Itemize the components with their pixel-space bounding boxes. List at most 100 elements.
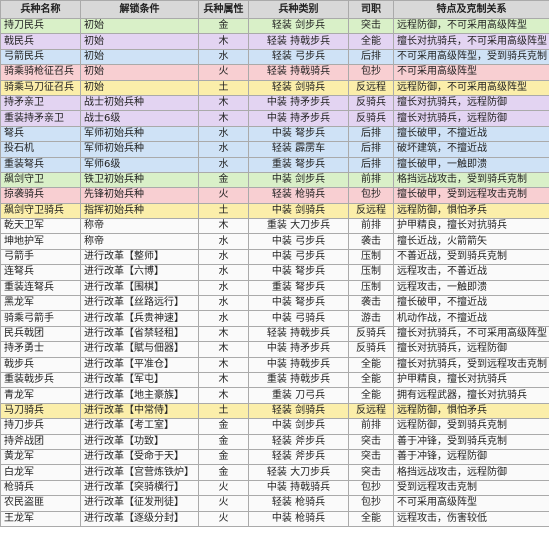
table-cell: 重装 持戟步兵 <box>248 371 349 389</box>
table-cell: 称帝 <box>80 233 199 250</box>
table-cell: 木 <box>198 371 249 389</box>
table-cell: 进行改革【围棋】 <box>80 279 199 297</box>
table-cell: 擅长对抗骑兵，不可采用高级阵型 <box>393 325 549 343</box>
table-cell: 反骑兵 <box>348 110 394 127</box>
table-row: 农民盗匪 进行改革【征发刑徒】火轻装 枪骑兵 包抄 不可采用高级阵型 <box>0 495 549 512</box>
table-cell: 远程防御，惧怕矛兵 <box>393 402 549 420</box>
table-cell: 突击 <box>348 448 394 466</box>
table-cell: 全能 <box>348 387 394 404</box>
table-cell: 进行改革【中常侍】 <box>80 402 199 420</box>
table-cell: 中装 剑步兵 <box>248 171 349 189</box>
table-row: 马刀骑兵 进行改革【中常侍】土轻装 剑骑兵 反远程 远程防御，惧怕矛兵 <box>0 402 549 420</box>
table-cell: 铁卫初始兵种 <box>80 171 199 189</box>
table-cell: 土 <box>198 202 249 220</box>
table-cell: 包抄 <box>348 64 394 81</box>
header-cell: 兵种属性 <box>198 0 249 19</box>
table-cell: 金 <box>198 448 249 466</box>
table-cell: 进行改革【六博】 <box>80 264 199 281</box>
table-cell: 枪骑兵 <box>0 479 81 497</box>
table-cell: 农民盗匪 <box>0 495 81 512</box>
table-cell: 火 <box>198 187 249 204</box>
table-cell: 重装弩兵 <box>0 156 81 173</box>
table-cell: 进行改革【逐级分封】 <box>80 510 199 527</box>
table-cell: 飙剑守卫 <box>0 171 81 189</box>
table-cell: 持斧战团 <box>0 433 81 450</box>
table-cell: 中装 持矛步兵 <box>248 341 349 358</box>
table-cell: 进行改革【考工室】 <box>80 418 199 435</box>
table-cell: 中装 枪骑兵 <box>248 510 349 527</box>
table-cell: 全能 <box>348 356 394 373</box>
table-cell: 水 <box>198 141 249 158</box>
table-row: 持斧战团 进行改革【功致】金轻装 斧步兵 突击 善于冲锋，受到骑兵克制 <box>0 433 549 450</box>
table-cell: 中装 持戟骑兵 <box>248 479 349 497</box>
table-cell: 反骑兵 <box>348 341 394 358</box>
table-cell: 后排 <box>348 156 394 173</box>
table-cell: 水 <box>198 310 249 327</box>
table-cell: 投石机 <box>0 141 81 158</box>
table-cell: 中装 弓步兵 <box>248 233 349 250</box>
table-cell: 戟步兵 <box>0 356 81 373</box>
table-cell: 进行改革【地主豪族】 <box>80 387 199 404</box>
table-cell: 初始 <box>80 48 199 66</box>
table-cell: 重装持矛亲卫 <box>0 110 81 127</box>
table-cell: 木 <box>198 110 249 127</box>
table-cell: 进行改革【丝路远行】 <box>80 295 199 312</box>
table-cell: 进行改革【賦与佃器】 <box>80 341 199 358</box>
table-cell: 进行改革【宫营炼铁炉】 <box>80 464 199 481</box>
table-cell: 进行改革【征发刑徒】 <box>80 495 199 512</box>
table-cell: 进行改革【军屯】 <box>80 371 199 389</box>
table-cell: 包抄 <box>348 479 394 497</box>
table-cell: 擅长对抗骑兵，远程防御 <box>393 110 549 127</box>
table-cell: 木 <box>198 341 249 358</box>
table-cell: 王龙军 <box>0 510 81 527</box>
table-row: 民兵戟团 进行改革【省禁轻租】木轻装 持戟步兵 反骑兵 擅长对抗骑兵，不可采用高级阵型 <box>0 325 549 343</box>
table-cell: 不可采用高级阵型，受到骑兵克制 <box>393 48 549 66</box>
table-cell: 火 <box>198 495 249 512</box>
table-cell: 轻装 大刀步兵 <box>248 464 349 481</box>
table-cell: 擅长破甲，不擅近战 <box>393 295 549 312</box>
table-cell: 进行改革【平准仓】 <box>80 356 199 373</box>
table-row: 戟步兵 进行改革【平准仓】木中装 持戟步兵 全能 擅长对抗骑兵，受到远程攻击克制 <box>0 356 549 373</box>
table-cell: 轻装 持戟步兵 <box>248 33 349 50</box>
table-row: 连弩兵 进行改革【六博】水中装 弩步兵 压制 远程攻击，不善近战 <box>0 264 549 281</box>
table-cell: 后排 <box>348 141 394 158</box>
table-cell: 骑乘弓箭手 <box>0 310 81 327</box>
table-cell: 包抄 <box>348 187 394 204</box>
table-row: 乾天卫军 称帝木重装 大刀步兵 前排 护甲精良，擅长对抗骑兵 <box>0 218 549 235</box>
table-cell: 擅长近战，火箭箭矢 <box>393 233 549 250</box>
table-row: 黑龙军 进行改革【丝路远行】水中装 弩步兵 袭击 擅长破甲，不擅近战 <box>0 295 549 312</box>
table-row: 坤地护军 称帝水中装 弓步兵 袭击 擅长近战，火箭箭矢 <box>0 233 549 250</box>
table-cell: 水 <box>198 279 249 297</box>
table-cell: 金 <box>198 17 249 35</box>
table-cell: 远程攻击，不善近战 <box>393 264 549 281</box>
header-cell: 解锁条件 <box>80 0 199 19</box>
table-cell: 重装戟步兵 <box>0 371 81 389</box>
table-cell: 金 <box>198 171 249 189</box>
table-cell: 骑乘马刀征召兵 <box>0 79 81 96</box>
table-cell: 袭击 <box>348 233 394 250</box>
table-cell: 拥有远程武器，擅长对抗骑兵 <box>393 387 549 404</box>
table-cell: 中装 持矛步兵 <box>248 110 349 127</box>
header-cell: 兵种类别 <box>248 0 349 19</box>
table-cell: 突击 <box>348 464 394 481</box>
table-cell: 反远程 <box>348 202 394 220</box>
table-cell: 重装 大刀步兵 <box>248 218 349 235</box>
table-cell: 格挡远战攻击，远程防御 <box>393 464 549 481</box>
table-cell: 远程攻击，伤害较低 <box>393 510 549 527</box>
table-cell: 初始 <box>80 79 199 96</box>
table-cell: 远程防御，不可采用高级阵型 <box>393 79 549 96</box>
table-cell: 木 <box>198 218 249 235</box>
table-cell: 弩兵 <box>0 125 81 143</box>
table-cell: 弓箭手 <box>0 248 81 266</box>
table-cell: 金 <box>198 433 249 450</box>
table-row: 持矛勇士 进行改革【賦与佃器】木中装 持矛步兵 反骑兵 擅长对抗骑兵，远程防御 <box>0 341 549 358</box>
table-cell: 连弩兵 <box>0 264 81 281</box>
table-cell: 轻装 剑步兵 <box>248 17 349 35</box>
table-cell: 轻装 剑骑兵 <box>248 402 349 420</box>
table-cell: 压制 <box>348 279 394 297</box>
table-cell: 远程防御，不可采用高级阵型 <box>393 17 549 35</box>
table-cell: 先锋初始兵种 <box>80 187 199 204</box>
table-cell: 重装 刀弓兵 <box>248 387 349 404</box>
table-cell: 水 <box>198 156 249 173</box>
